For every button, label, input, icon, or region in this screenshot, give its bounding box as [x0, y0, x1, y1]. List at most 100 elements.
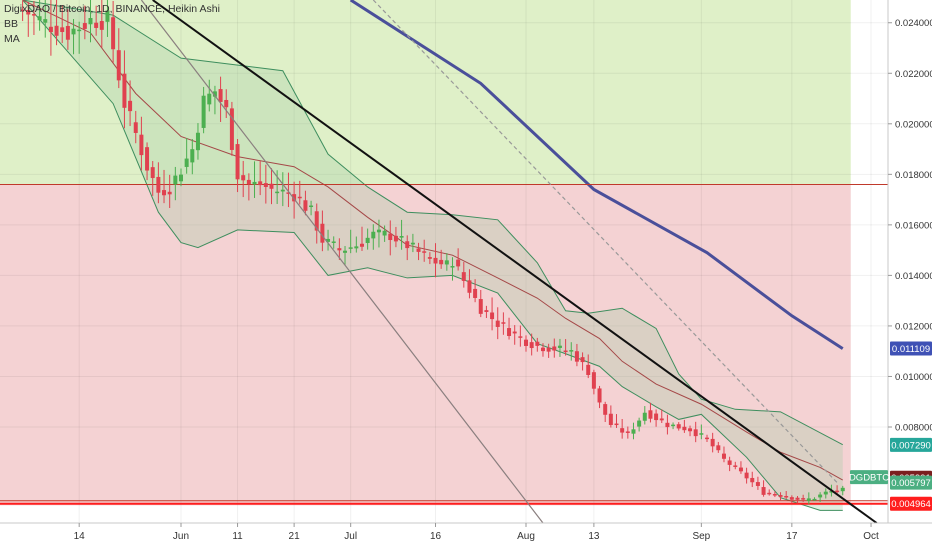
y-tick-label: 0.010000 — [895, 372, 932, 383]
candle — [806, 498, 811, 501]
candle — [755, 482, 760, 486]
candle — [761, 487, 766, 495]
candle — [591, 372, 596, 389]
indicator-bb-label[interactable]: BB — [4, 18, 19, 30]
x-tick-label: Oct — [863, 531, 879, 542]
candle — [778, 495, 783, 497]
candle — [648, 410, 653, 419]
candle — [354, 246, 359, 249]
candle — [326, 238, 331, 242]
candle — [450, 266, 455, 268]
candle — [716, 445, 721, 451]
x-tick-label: 11 — [232, 531, 243, 542]
y-tick-label: 0.024000 — [895, 18, 932, 29]
candle — [620, 428, 625, 433]
candle — [263, 183, 268, 188]
grey-trendline — [140, 0, 544, 524]
candle — [444, 260, 449, 265]
candle — [246, 179, 251, 185]
candle — [122, 73, 127, 108]
symbol-tag-label: DGDBTC — [849, 473, 889, 484]
y-tick-label: 0.012000 — [895, 321, 932, 332]
candle — [286, 192, 291, 194]
candle — [467, 280, 472, 293]
candle — [184, 158, 189, 167]
candle — [835, 490, 840, 493]
candle — [292, 194, 297, 202]
candle — [586, 364, 591, 375]
candle — [280, 189, 285, 192]
candle — [772, 494, 777, 496]
candle — [314, 211, 319, 231]
candle — [456, 259, 461, 267]
candle — [116, 50, 121, 81]
x-tick-label: 21 — [289, 531, 301, 542]
candle — [54, 25, 59, 36]
candle — [201, 95, 206, 128]
candle — [128, 100, 133, 112]
candle — [784, 495, 789, 498]
candle — [524, 339, 529, 346]
zone-red — [0, 184, 851, 506]
candle — [671, 424, 676, 427]
y-tick-label: 0.008000 — [895, 422, 932, 433]
candle — [139, 134, 144, 156]
candle — [224, 99, 229, 108]
candle — [733, 465, 738, 467]
candle — [376, 229, 381, 233]
candle — [518, 336, 523, 338]
candle — [512, 331, 517, 334]
candle — [178, 174, 183, 182]
candle — [405, 241, 410, 249]
candle — [642, 412, 647, 421]
x-tick-label: Sep — [692, 531, 710, 542]
x-tick-label: 17 — [786, 531, 798, 542]
candle — [461, 272, 466, 281]
indicator-ma-label[interactable]: MA — [4, 33, 20, 45]
candle — [94, 22, 99, 28]
candle — [269, 183, 274, 189]
candle — [162, 190, 167, 196]
candle — [252, 181, 257, 185]
x-tick-label: 13 — [588, 531, 600, 542]
candle — [529, 342, 534, 349]
y-axis-panel — [888, 0, 932, 550]
candle — [439, 259, 444, 265]
candle — [501, 322, 506, 324]
candle — [99, 21, 104, 30]
candle — [495, 320, 500, 327]
candle — [812, 498, 817, 501]
candle — [710, 438, 715, 447]
candle — [654, 413, 659, 421]
candle — [145, 147, 150, 171]
candle — [388, 233, 393, 241]
candle — [77, 29, 82, 32]
candle — [258, 181, 263, 186]
candle — [60, 27, 65, 33]
candle — [88, 18, 93, 25]
price-badge-label: 0.004964 — [891, 499, 931, 510]
candle — [693, 429, 698, 437]
y-tick-label: 0.014000 — [895, 271, 932, 282]
candle — [625, 431, 630, 433]
candle — [275, 191, 280, 194]
bollinger-fill — [22, 0, 843, 511]
candle — [569, 350, 574, 352]
candle — [705, 437, 710, 440]
candle — [71, 28, 76, 35]
candle — [552, 346, 557, 351]
candle — [637, 420, 642, 427]
price-badge — [890, 496, 932, 511]
candle — [150, 167, 155, 179]
candle — [331, 241, 336, 244]
candle — [382, 230, 387, 236]
x-tick-label: 14 — [74, 531, 86, 542]
price-badge-label: 0.007290 — [891, 440, 931, 451]
x-tick-label: 16 — [430, 531, 442, 542]
candle — [818, 494, 823, 498]
price-badge-label: 0.005797 — [891, 478, 931, 489]
chart-legend: DigixDAO / Bitcoin, 1D, BINANCE, Heikin … — [4, 2, 220, 47]
candle — [303, 200, 308, 211]
candle — [631, 429, 636, 434]
